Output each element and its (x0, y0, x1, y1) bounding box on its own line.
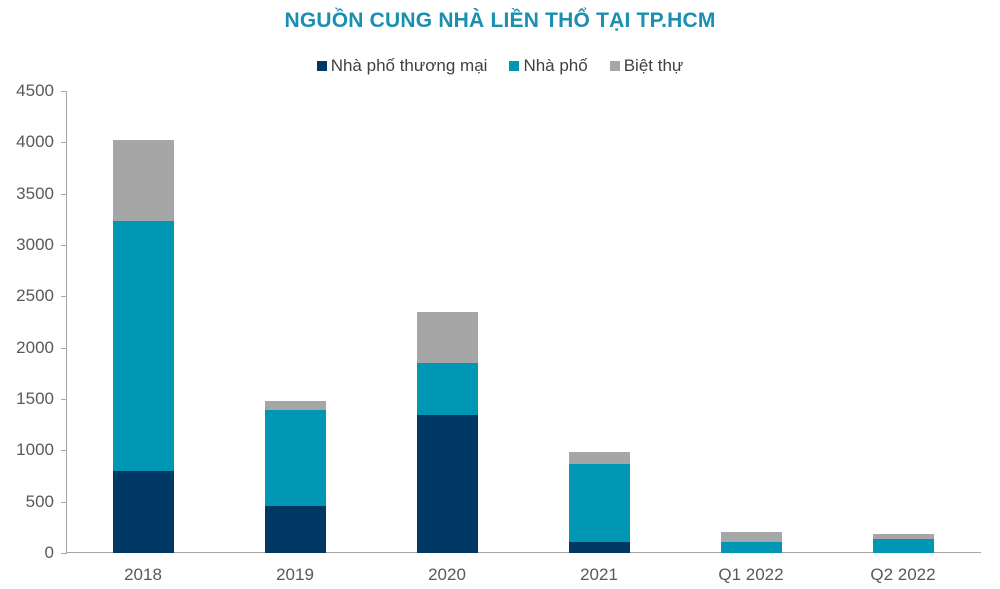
bar-2021 (569, 452, 630, 553)
bar-segment (113, 470, 174, 553)
bar-segment (721, 532, 782, 542)
bar-segment (873, 538, 934, 553)
legend: Nhà phố thương mại Nhà phố Biệt thự (0, 56, 1000, 76)
y-tick-mark (61, 142, 67, 144)
legend-swatch-icon (609, 61, 620, 71)
y-tick-mark (61, 553, 67, 554)
y-tick-label: 4000 (16, 132, 54, 152)
bar-segment (721, 541, 782, 553)
bar-segment (265, 410, 326, 506)
x-tick-label: Q2 2022 (870, 565, 936, 584)
legend-swatch-icon (509, 61, 520, 71)
y-tick-label: 1000 (16, 440, 54, 460)
bar-segment (873, 533, 934, 539)
bar-q1-2022 (721, 532, 782, 553)
bar-segment (417, 415, 478, 553)
x-tick-label: 2019 (276, 565, 314, 584)
bar-segment (265, 401, 326, 411)
legend-swatch-icon (316, 61, 327, 71)
bar-2018 (113, 140, 174, 553)
y-tick-mark (61, 91, 67, 92)
bar-segment (265, 505, 326, 553)
y-axis (66, 91, 67, 553)
x-axis (66, 552, 981, 553)
y-tick-mark (61, 296, 67, 298)
y-tick-mark (61, 501, 67, 503)
y-tick-label: 2500 (16, 286, 54, 306)
bar-segment (417, 311, 478, 364)
legend-label: Biệt thự (623, 56, 684, 75)
legend-item-nha-pho: Nhà phố (509, 56, 588, 76)
y-tick-mark (61, 399, 67, 400)
y-tick-label: 500 (25, 491, 54, 511)
y-tick-label: 3500 (16, 183, 54, 203)
x-tick-label: 2021 (580, 565, 618, 584)
legend-item-biet-thu: Biệt thự (609, 56, 684, 76)
bar-segment (569, 452, 630, 464)
legend-label: Nhà phố thương mại (330, 56, 488, 75)
y-tick-mark (61, 245, 67, 246)
y-tick-mark (61, 450, 67, 452)
bar-segment (569, 463, 630, 542)
bar-segment (113, 140, 174, 222)
x-tick-label: 2018 (124, 565, 162, 584)
x-tick-label: Q1 2022 (718, 565, 784, 584)
y-tick-mark (61, 347, 67, 349)
legend-label: Nhà phố (523, 56, 588, 75)
bar-2019 (265, 401, 326, 553)
y-tick-label: 4500 (16, 81, 54, 100)
y-tick-label: 2000 (16, 337, 54, 357)
bar-2020 (417, 311, 478, 553)
y-tick-label: 0 (44, 543, 54, 562)
chart-title: NGUỒN CUNG NHÀ LIỀN THỔ TẠI TP.HCM (284, 9, 716, 32)
x-tick-label: 2020 (428, 565, 466, 584)
bar-segment (417, 363, 478, 416)
y-tick-mark (61, 193, 67, 195)
y-tick-label: 1500 (16, 389, 54, 408)
y-tick-label: 3000 (16, 235, 54, 254)
bar-segment (569, 541, 630, 553)
bar-segment (113, 221, 174, 471)
legend-item-nha-pho-thuong-mai: Nhà phố thương mại (316, 56, 488, 76)
bar-q2-2022 (873, 533, 934, 553)
